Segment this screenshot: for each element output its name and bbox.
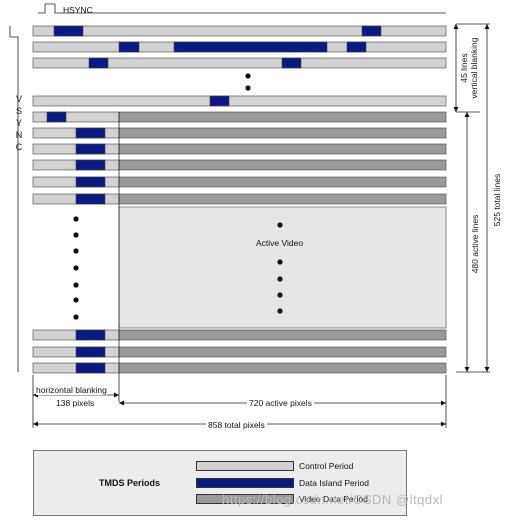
- total-pixels-arrow-right: [441, 421, 446, 427]
- active-pixels-arrow-right: [441, 400, 446, 406]
- active-left-ellipsis-dot-7: [73, 314, 79, 320]
- active-lines-label: 480 active lines: [470, 214, 480, 274]
- legend-label-video: Video Data Period: [299, 494, 368, 504]
- active-video-ellipsis-dot-4: [277, 292, 283, 298]
- active-line-4-data-island: [75, 176, 106, 188]
- legend-label-control: Control Period: [299, 461, 354, 471]
- horizontal-blanking-label: horizontal blanking: [36, 385, 107, 395]
- blanking-data-island-last: [209, 95, 230, 107]
- active-line-3-data-island: [75, 159, 106, 171]
- blanking-data-island-2-1: [118, 41, 140, 53]
- legend-label-data-island: Data Island Period: [299, 478, 369, 488]
- active-video-ellipsis-dot-1: [277, 222, 283, 228]
- vertical-blanking-arrow-top: [453, 24, 459, 29]
- active-line-2-video: [118, 143, 447, 155]
- total-pixels-arrow-left: [33, 421, 38, 427]
- diagram-shapes: [9, 3, 490, 428]
- blanking-data-island-3-1: [88, 57, 109, 69]
- legend-swatch-control: [196, 461, 294, 471]
- blanking-pixels-label: 138 pixels: [56, 398, 95, 408]
- transition-line-video: [118, 111, 447, 123]
- blanking-data-island-1-1: [53, 25, 84, 37]
- active-left-ellipsis-dot-2: [73, 232, 79, 238]
- vertical-blanking-arrow-bottom: [453, 107, 459, 112]
- blanking-data-island-2-2: [173, 41, 328, 53]
- active-line-bottom-1-video: [118, 329, 447, 341]
- vsync-letter-n: N: [15, 130, 23, 140]
- active-video-area: [118, 206, 447, 329]
- vsync-letter-y: Y: [15, 118, 22, 128]
- active-video-ellipsis-dot-2: [277, 259, 283, 265]
- blanking-data-island-3-2: [281, 57, 302, 69]
- active-video-label: Active Video: [256, 238, 304, 248]
- vertical-blanking-label: 45 lines vertical blanking: [459, 37, 479, 99]
- transition-line-control: [32, 111, 120, 123]
- active-line-2-data-island: [75, 143, 106, 155]
- active-left-ellipsis-dot-1: [73, 216, 79, 222]
- legend-swatch-data-island: [196, 478, 294, 488]
- active-lines-arrow-top: [464, 112, 470, 117]
- active-pixels-label: 720 active pixels: [247, 398, 314, 408]
- active-line-bottom-3-data-island: [75, 362, 106, 374]
- active-line-5-video: [118, 193, 447, 205]
- active-left-ellipsis-dot-6: [73, 297, 79, 303]
- blanking-ellipsis-dot-2: [245, 85, 251, 91]
- vsync-letter-v: V: [15, 94, 22, 104]
- blanking-line-last: [32, 95, 447, 107]
- blanking-data-island-2-3: [346, 41, 367, 53]
- watermark-text: https://blog.csdn.net/CSDN @ltqdxl: [222, 492, 443, 507]
- active-line-3-video: [118, 159, 447, 171]
- active-line-bottom-2-data-island: [75, 346, 106, 358]
- blanking-line-1: [32, 25, 447, 37]
- active-line-1-video: [118, 127, 447, 139]
- vsync-pulse-line: [9, 26, 19, 372]
- total-lines-arrow-bottom: [484, 367, 490, 372]
- active-line-5-data-island: [75, 193, 106, 205]
- vsync-letter-c: C: [15, 142, 23, 152]
- active-video-ellipsis-dot-3: [277, 276, 283, 282]
- active-line-bottom-2-video: [118, 346, 447, 358]
- active-left-ellipsis-dot-4: [73, 265, 79, 271]
- active-pixels-arrow-left: [119, 400, 124, 406]
- active-left-ellipsis-dot-3: [73, 248, 79, 254]
- total-lines-label: 525 total lines: [492, 173, 502, 227]
- active-line-1-data-island: [75, 127, 106, 139]
- active-lines-arrow-bottom: [464, 367, 470, 372]
- active-line-4-video: [118, 176, 447, 188]
- active-line-bottom-3-video: [118, 362, 447, 374]
- legend-title: TMDS Periods: [99, 478, 161, 488]
- hsync-label: HSYNC: [63, 5, 93, 15]
- vsync-letter-s: S: [15, 106, 22, 116]
- transition-line-data-island: [46, 111, 67, 123]
- legend: TMDS Periods Control Period Data Island …: [33, 450, 407, 516]
- total-lines-arrow-top: [484, 24, 490, 29]
- active-left-ellipsis-dot-5: [73, 282, 79, 288]
- timing-diagram-graphic: [9, 3, 490, 428]
- blanking-data-island-1-2: [361, 25, 382, 37]
- blanking-ellipsis-dot-1: [245, 73, 251, 79]
- hsync-pulse-line: [38, 3, 60, 14]
- active-video-ellipsis-dot-5: [277, 308, 283, 314]
- blanking-line-3: [32, 57, 447, 69]
- total-pixels-label: 858 total pixels: [206, 420, 267, 430]
- blanking-pixels-arrow-right: [114, 392, 119, 398]
- legend-swatch-video: [196, 494, 294, 504]
- active-line-bottom-1-data-island: [75, 329, 106, 341]
